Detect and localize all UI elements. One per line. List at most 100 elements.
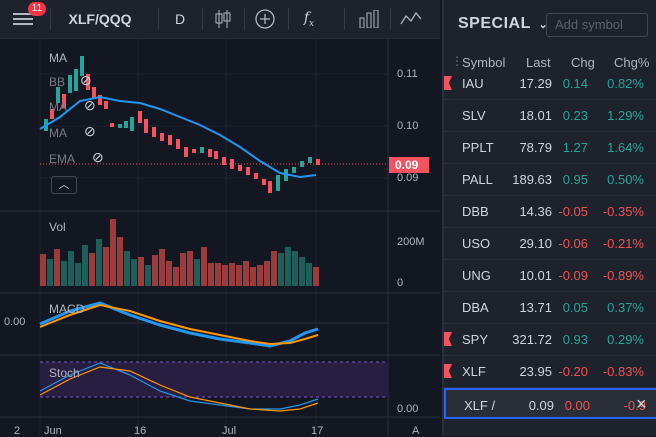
list-item[interactable]: SPY 321.72 0.93 0.29% bbox=[444, 324, 656, 356]
watchlist-title-text: SPECIAL bbox=[458, 15, 531, 32]
chart-toolbar: 11 XLF/QQQ D fx bbox=[0, 0, 440, 39]
last-cell: 17.29 bbox=[519, 76, 552, 91]
ma-label-1[interactable]: MA bbox=[49, 51, 67, 65]
watchlist-columns: ⋮ Symbol Last Chg Chg% bbox=[444, 52, 656, 74]
flag-icon[interactable] bbox=[444, 76, 452, 90]
volume-bars bbox=[40, 219, 319, 286]
chart-type-button[interactable] bbox=[208, 0, 238, 38]
menu-button[interactable] bbox=[8, 0, 38, 38]
chevron-down-icon: ⌄ bbox=[538, 19, 549, 31]
list-item[interactable]: XLF 23.95 -0.20 -0.83% bbox=[444, 356, 656, 388]
price-axis-label: 0.11 bbox=[397, 68, 418, 80]
stoch-axis-label: 0.00 bbox=[397, 403, 419, 415]
last-cell: 29.10 bbox=[519, 236, 552, 251]
indicators-button[interactable]: fx bbox=[294, 0, 324, 38]
compare-bars-button[interactable] bbox=[354, 0, 384, 38]
list-item[interactable]: UNG 10.01 -0.09 -0.89% bbox=[444, 260, 656, 292]
chart-area[interactable]: MA BB ⊘ MA ⊘ MA ⊘ EMA ⊘ ︿ 0.11 0.10 0.09… bbox=[0, 39, 440, 437]
ma-line bbox=[39, 95, 317, 179]
flag-icon[interactable] bbox=[444, 332, 452, 346]
last-cell: 78.79 bbox=[519, 140, 552, 155]
ma-label-2[interactable]: MA bbox=[49, 100, 67, 114]
chgp-cell: 0.50% bbox=[607, 172, 644, 187]
list-item[interactable]: DBB 14.36 -0.05 -0.35% bbox=[444, 196, 656, 228]
list-item[interactable]: XLF / 0.09 0.00 -0.9 × bbox=[444, 388, 656, 419]
watchlist-title[interactable]: SPECIAL ⌄ bbox=[458, 15, 548, 33]
chg-cell: 0.95 bbox=[562, 172, 588, 187]
chgp-cell: 0.82% bbox=[607, 76, 644, 91]
macd-label[interactable]: MACD bbox=[49, 302, 85, 316]
volume-axis-label: 200M bbox=[397, 236, 425, 248]
macd-axis-label: 0.00 bbox=[4, 316, 26, 328]
hidden-eye-icon[interactable]: ⊘ bbox=[80, 72, 92, 88]
column-header-chg[interactable]: Chg bbox=[571, 55, 595, 70]
chart-canvas bbox=[0, 39, 440, 436]
signal-line bbox=[39, 303, 319, 346]
symbol-search-button[interactable]: XLF/QQQ bbox=[68, 11, 132, 27]
notification-badge: 11 bbox=[28, 2, 46, 16]
hidden-eye-icon[interactable]: ⊘ bbox=[92, 149, 104, 165]
symbol-cell: XLF bbox=[462, 364, 486, 379]
time-axis-label: 17 bbox=[311, 425, 324, 437]
left-marker: 2 bbox=[14, 425, 21, 437]
chgp-cell: -0.21% bbox=[602, 236, 644, 251]
symbol-cell: UNG bbox=[462, 268, 491, 283]
time-axis-label: 16 bbox=[134, 425, 147, 437]
close-icon[interactable]: × bbox=[636, 394, 647, 414]
candles-icon bbox=[215, 10, 231, 28]
last-cell: 18.01 bbox=[519, 108, 552, 123]
chg-cell: 0.14 bbox=[562, 76, 588, 91]
chg-cell: 0.05 bbox=[562, 300, 588, 315]
indicators-templates-button[interactable] bbox=[396, 0, 426, 38]
add-symbol-input[interactable]: Add symbol bbox=[546, 13, 648, 37]
price-axis-label: 0.09 bbox=[397, 172, 419, 184]
watchlist-header: SPECIAL ⌄ Add symbol bbox=[444, 0, 656, 48]
chg-cell: -0.05 bbox=[558, 204, 588, 219]
chgp-cell: -0.89% bbox=[602, 268, 644, 283]
bb-label[interactable]: BB bbox=[49, 75, 66, 89]
list-item[interactable]: IAU 17.29 0.14 0.82% bbox=[444, 74, 656, 100]
chg-cell: 1.27 bbox=[562, 140, 588, 155]
stoch-d-line bbox=[39, 366, 319, 412]
chg-cell: -0.20 bbox=[558, 364, 588, 379]
chgp-cell: -0.83% bbox=[602, 364, 644, 379]
flag-icon[interactable] bbox=[444, 364, 452, 378]
last-cell: 14.36 bbox=[519, 204, 552, 219]
hidden-eye-icon[interactable]: ⊘ bbox=[84, 123, 96, 139]
list-item[interactable]: DBA 13.71 0.05 0.37% bbox=[444, 292, 656, 324]
compare-bars-icon bbox=[359, 10, 379, 28]
chgp-cell: 1.29% bbox=[607, 108, 644, 123]
interval-button[interactable]: D bbox=[174, 11, 186, 27]
list-item[interactable]: PPLT 78.79 1.27 1.64% bbox=[444, 132, 656, 164]
auto-scale-button[interactable]: A bbox=[412, 425, 420, 437]
symbol-cell: SLV bbox=[462, 108, 486, 123]
symbol-cell: XLF / bbox=[464, 398, 496, 413]
time-axis-label: Jul bbox=[222, 425, 237, 437]
symbol-cell: IAU bbox=[462, 76, 484, 91]
stoch-label[interactable]: Stoch bbox=[49, 366, 80, 380]
price-axis-label: 0.10 bbox=[397, 120, 419, 132]
collapse-legend-button[interactable]: ︿ bbox=[51, 176, 77, 194]
column-header-last[interactable]: Last bbox=[526, 55, 551, 70]
ema-label[interactable]: EMA bbox=[49, 152, 76, 166]
add-icon bbox=[255, 9, 275, 29]
column-header-chgp[interactable]: Chg% bbox=[614, 55, 650, 70]
list-item[interactable]: SLV 18.01 0.23 1.29% bbox=[444, 100, 656, 132]
symbol-cell: PALL bbox=[462, 172, 493, 187]
fx-icon: fx bbox=[303, 9, 315, 29]
column-header-symbol[interactable]: Symbol bbox=[462, 55, 506, 70]
chg-cell: 0.23 bbox=[562, 108, 588, 123]
chg-cell: -0.06 bbox=[558, 236, 588, 251]
symbol-cell: PPLT bbox=[462, 140, 494, 155]
menu-icon bbox=[13, 13, 33, 25]
chgp-cell: -0.9 bbox=[623, 398, 646, 413]
last-cell: 23.95 bbox=[519, 364, 552, 379]
add-compare-button[interactable] bbox=[250, 0, 280, 38]
hidden-eye-icon[interactable]: ⊘ bbox=[84, 97, 96, 113]
list-item[interactable]: PALL 189.63 0.95 0.50% bbox=[444, 164, 656, 196]
chgp-cell: 1.64% bbox=[607, 140, 644, 155]
list-item[interactable]: USO 29.10 -0.06 -0.21% bbox=[444, 228, 656, 260]
ma-label-3[interactable]: MA bbox=[49, 126, 67, 140]
volume-label[interactable]: Vol bbox=[49, 220, 66, 234]
column-drag-handle-icon[interactable]: ⋮ bbox=[451, 54, 463, 68]
